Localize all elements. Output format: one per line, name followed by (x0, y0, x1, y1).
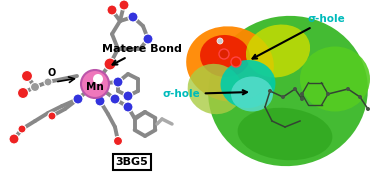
Text: 3BG5: 3BG5 (116, 157, 148, 167)
Circle shape (73, 94, 83, 104)
Circle shape (143, 34, 153, 44)
Circle shape (31, 83, 40, 91)
Text: O: O (48, 68, 56, 78)
Ellipse shape (246, 25, 310, 77)
Ellipse shape (220, 60, 276, 108)
Circle shape (128, 12, 138, 22)
Circle shape (44, 78, 52, 86)
Ellipse shape (208, 16, 368, 166)
Circle shape (268, 89, 272, 93)
Circle shape (293, 87, 297, 91)
Ellipse shape (186, 26, 274, 102)
Circle shape (231, 57, 241, 67)
Text: σ-hole: σ-hole (253, 14, 346, 59)
Circle shape (326, 92, 330, 96)
Ellipse shape (300, 46, 370, 112)
Circle shape (119, 0, 129, 10)
Text: σ-hole: σ-hole (162, 89, 247, 99)
Circle shape (346, 87, 350, 91)
Circle shape (107, 5, 117, 15)
Circle shape (104, 58, 116, 70)
Circle shape (366, 107, 370, 111)
Circle shape (18, 125, 26, 133)
Circle shape (123, 102, 133, 112)
Circle shape (217, 38, 223, 44)
Circle shape (358, 95, 362, 99)
Ellipse shape (238, 108, 332, 160)
Circle shape (110, 94, 120, 104)
Text: Matere Bond: Matere Bond (102, 44, 182, 65)
Circle shape (219, 49, 229, 59)
Ellipse shape (231, 77, 273, 112)
Circle shape (9, 134, 19, 144)
Circle shape (113, 136, 122, 146)
Circle shape (95, 96, 105, 106)
Text: Mn: Mn (86, 82, 104, 92)
Circle shape (123, 91, 133, 101)
Circle shape (18, 88, 28, 98)
Circle shape (300, 97, 304, 101)
Circle shape (113, 77, 123, 87)
Circle shape (93, 74, 103, 84)
Circle shape (48, 112, 56, 120)
Circle shape (300, 92, 304, 96)
Ellipse shape (188, 64, 242, 114)
Ellipse shape (200, 35, 250, 77)
Circle shape (281, 95, 285, 99)
Circle shape (81, 70, 109, 98)
Circle shape (22, 70, 32, 81)
